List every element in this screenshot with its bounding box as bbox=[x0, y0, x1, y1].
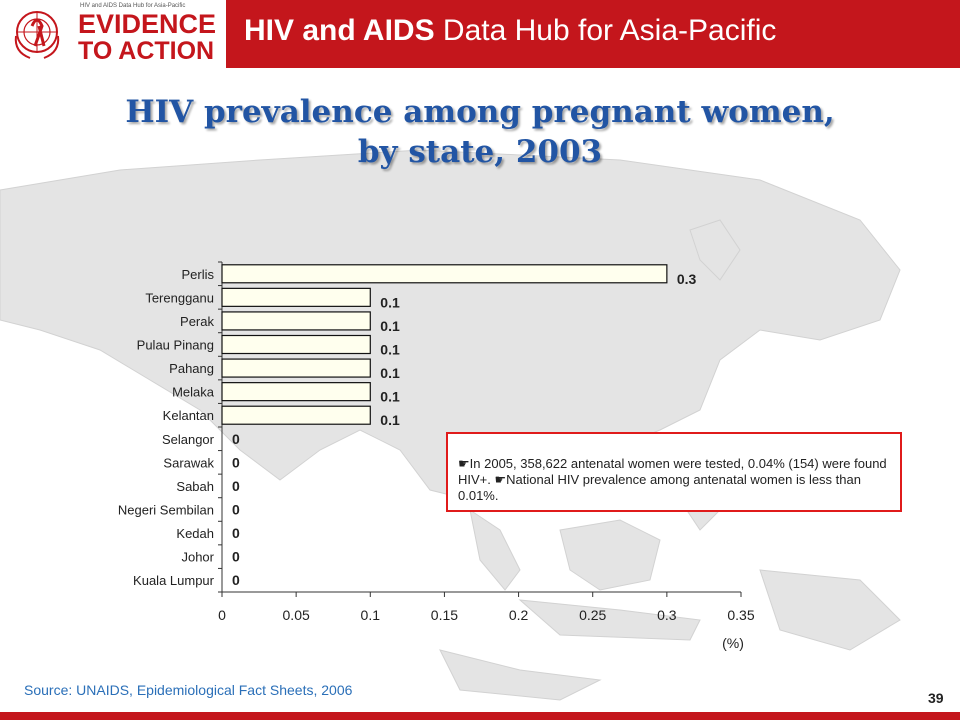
data-label: 0 bbox=[232, 525, 240, 541]
chart-title-line1: HIV prevalence among pregnant women, bbox=[125, 94, 835, 130]
data-label: 0.1 bbox=[380, 412, 400, 428]
data-label: 0.1 bbox=[380, 365, 400, 381]
evidence-to-action-logo[interactable]: HIV and AIDS Data Hub for Asia-Pacific E… bbox=[0, 0, 226, 68]
category-label: Negeri Sembilan bbox=[118, 503, 214, 518]
category-label: Melaka bbox=[172, 385, 215, 400]
x-tick-label: 0.05 bbox=[283, 607, 310, 623]
un-emblem-icon bbox=[14, 11, 60, 59]
x-tick-label: 0.2 bbox=[509, 607, 529, 623]
x-tick-label: 0.3 bbox=[657, 607, 677, 623]
logo-subtitle: HIV and AIDS Data Hub for Asia-Pacific bbox=[80, 3, 186, 9]
bar bbox=[221, 264, 668, 284]
category-label: Perak bbox=[180, 314, 214, 329]
data-label: 0 bbox=[232, 502, 240, 518]
x-tick-label: 0.1 bbox=[361, 607, 381, 623]
hub-title-rest: Data Hub for Asia-Pacific bbox=[434, 14, 777, 47]
category-label: Terengganu bbox=[145, 290, 214, 305]
header-bar: HIV and AIDS Data Hub for Asia-Pacific E… bbox=[0, 0, 960, 68]
data-label: 0 bbox=[232, 549, 240, 565]
data-label: 0 bbox=[232, 572, 240, 588]
logo-to-action-text: TO ACTION bbox=[78, 37, 215, 65]
page-number: 39 bbox=[928, 690, 944, 706]
x-tick-label: 0 bbox=[218, 607, 226, 623]
chart-title: HIV prevalence among pregnant women, by … bbox=[60, 92, 900, 172]
data-label: 0.1 bbox=[380, 294, 400, 310]
data-label: 0.1 bbox=[380, 389, 400, 405]
bar-chart: Perlis 0.3 Terengganu 0.1 Perak 0.1 Pulau Pina… bbox=[118, 261, 755, 651]
note-text: ☛In 2005, 358,622 antenatal women were t… bbox=[458, 456, 888, 504]
category-label: Kuala Lumpur bbox=[133, 573, 215, 588]
data-label: 0 bbox=[232, 431, 240, 447]
pointer-icon: ☛ bbox=[458, 456, 470, 471]
x-tick-label: 0.25 bbox=[579, 607, 606, 623]
category-label: Pulau Pinang bbox=[137, 338, 214, 353]
category-label: Pahang bbox=[169, 361, 214, 376]
data-label: 0.3 bbox=[677, 271, 697, 287]
bar bbox=[221, 311, 371, 331]
x-tick-label: 0.15 bbox=[431, 607, 458, 623]
category-label: Sabah bbox=[176, 479, 214, 494]
category-label: Kelantan bbox=[163, 408, 214, 423]
data-label: 0 bbox=[232, 478, 240, 494]
category-label: Sarawak bbox=[163, 455, 214, 470]
chart-title-line2: by state, 2003 bbox=[357, 134, 603, 170]
bar bbox=[221, 382, 371, 402]
data-label: 0 bbox=[232, 454, 240, 470]
note-text-part1: In 2005, 358,622 antenatal women were te… bbox=[458, 456, 887, 487]
category-label: Perlis bbox=[181, 267, 214, 282]
category-label: Johor bbox=[181, 550, 214, 565]
bottom-bar bbox=[0, 712, 960, 720]
bar bbox=[221, 287, 371, 307]
x-tick-label: 0.35 bbox=[727, 607, 754, 623]
logo-evidence-text: EVIDENCE bbox=[78, 9, 217, 39]
bar bbox=[221, 358, 371, 378]
category-label: Kedah bbox=[176, 526, 214, 541]
note-text-part2: National HIV prevalence among antenatal … bbox=[458, 472, 861, 503]
hub-title: HIV and AIDS Data Hub for Asia-Pacific bbox=[244, 14, 776, 48]
source-citation: Source: UNAIDS, Epidemiological Fact She… bbox=[24, 682, 353, 698]
data-label: 0.1 bbox=[380, 342, 400, 358]
note-box: ☛In 2005, 358,622 antenatal women were t… bbox=[446, 432, 902, 512]
bar bbox=[221, 334, 371, 355]
x-axis-label: (%) bbox=[722, 635, 744, 651]
pointer-icon: ☛ bbox=[494, 472, 507, 487]
category-label: Selangor bbox=[162, 432, 215, 447]
bar bbox=[221, 405, 371, 425]
hub-title-bold: HIV and AIDS bbox=[244, 14, 435, 47]
data-label: 0.1 bbox=[380, 318, 400, 334]
